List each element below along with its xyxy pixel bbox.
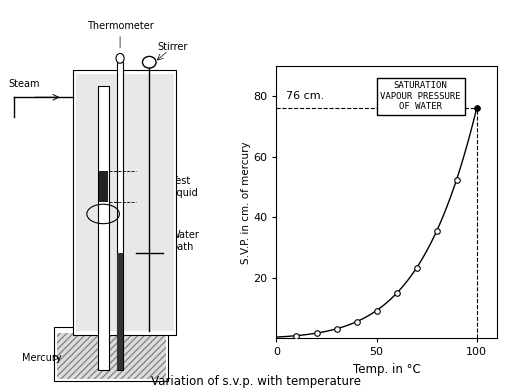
Text: Variation of s.v.p. with temperature: Variation of s.v.p. with temperature <box>151 375 361 388</box>
Bar <box>54 327 168 381</box>
Bar <box>98 86 109 370</box>
X-axis label: Temp. in °C: Temp. in °C <box>353 363 420 376</box>
Ellipse shape <box>142 56 156 68</box>
Ellipse shape <box>116 53 124 63</box>
Text: Test
liquid: Test liquid <box>171 176 198 198</box>
Text: h cm.: h cm. <box>136 186 163 196</box>
Bar <box>76 74 174 331</box>
Bar <box>117 62 123 370</box>
Bar <box>57 333 165 379</box>
Text: Water
bath: Water bath <box>171 230 200 252</box>
Text: 76 cm.: 76 cm. <box>287 91 325 101</box>
Text: Mercury: Mercury <box>22 353 61 363</box>
Y-axis label: S.V.P. in cm. of mercury: S.V.P. in cm. of mercury <box>241 141 250 264</box>
Bar <box>117 253 123 370</box>
Text: Thermometer: Thermometer <box>87 21 154 48</box>
Text: Stirrer: Stirrer <box>157 42 188 52</box>
Text: Steam: Steam <box>8 79 39 89</box>
Bar <box>73 70 176 335</box>
Bar <box>98 171 108 202</box>
Text: SATURATION
VAPOUR PRESSURE
OF WATER: SATURATION VAPOUR PRESSURE OF WATER <box>380 81 461 111</box>
